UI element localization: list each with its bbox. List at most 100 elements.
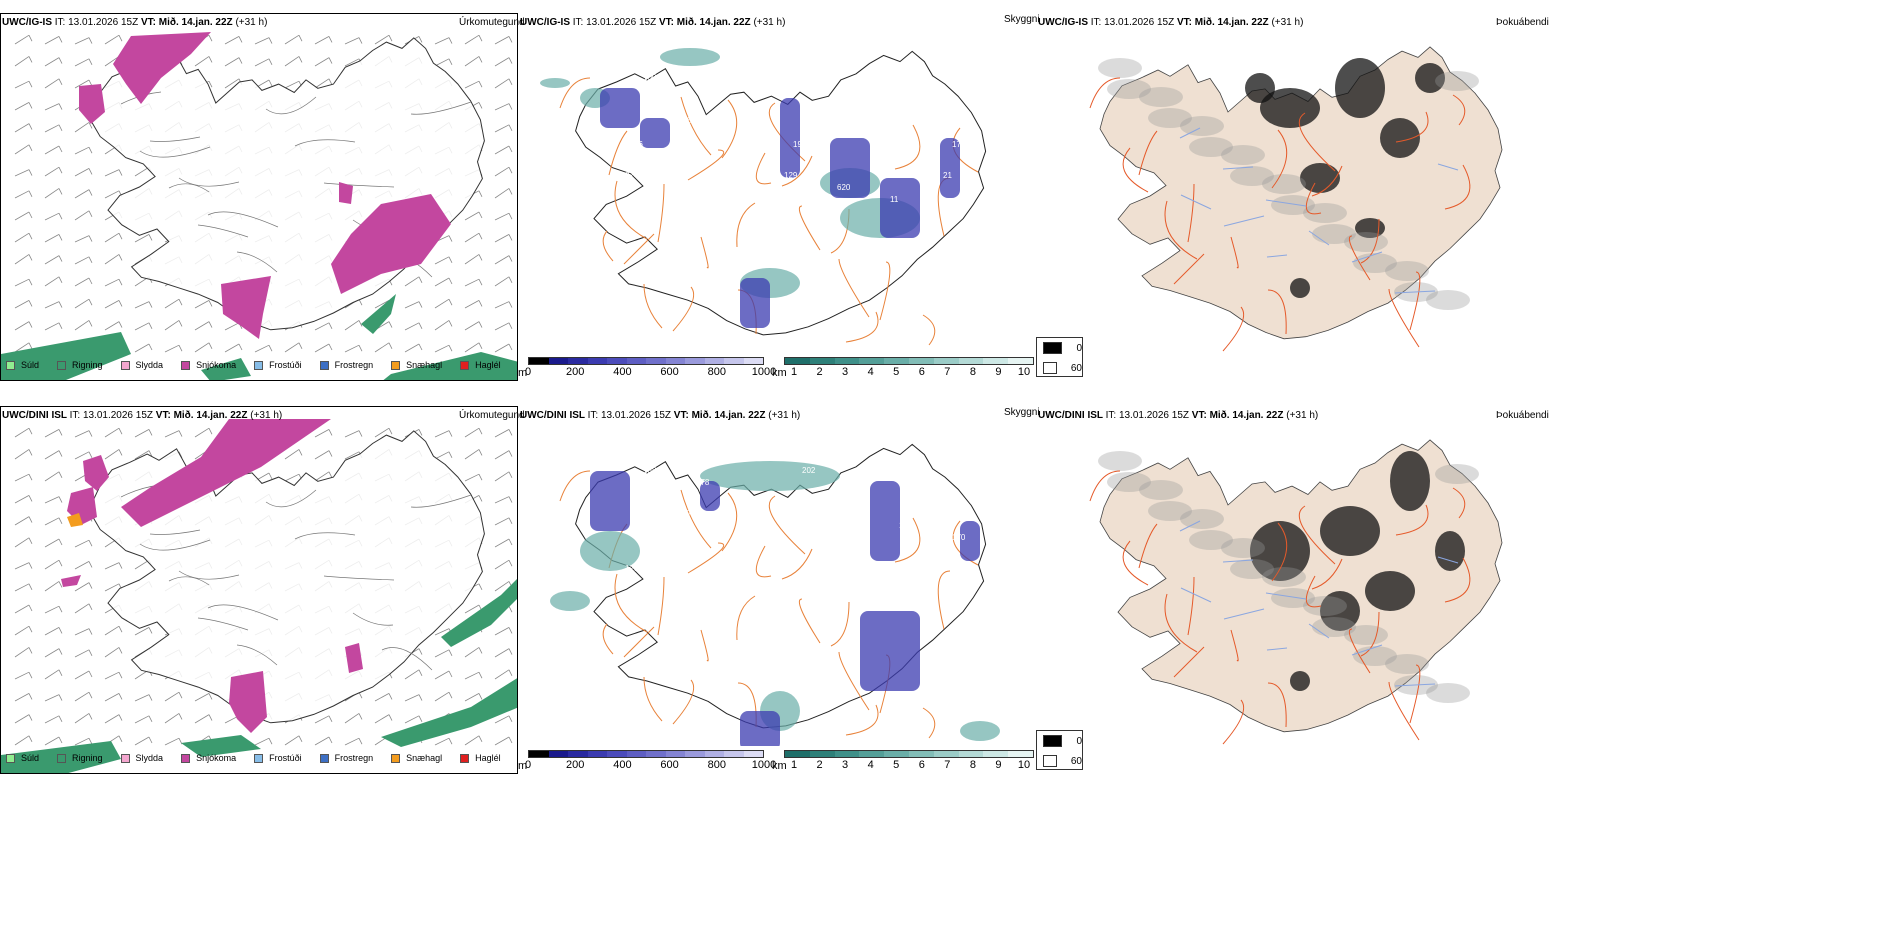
road-line xyxy=(838,258,870,318)
ceiling-swatch xyxy=(587,751,607,757)
road-line xyxy=(1305,182,1322,215)
precip-area xyxy=(331,194,451,294)
road-line xyxy=(1230,629,1239,662)
ceiling-tick: 1000 xyxy=(751,366,777,378)
ceiling-area xyxy=(780,98,800,178)
road-line xyxy=(1122,540,1149,586)
visibility-tick: 8 xyxy=(969,759,976,771)
legend-item: Snæhagl xyxy=(391,753,442,763)
wind-barb xyxy=(104,254,123,265)
legend-item: Slydda xyxy=(120,360,163,370)
wind-barb xyxy=(314,450,333,460)
road-line xyxy=(643,283,663,329)
river-line xyxy=(1266,647,1288,651)
wind-barb xyxy=(44,429,63,438)
fog-area xyxy=(1355,218,1385,238)
wind-barb xyxy=(44,166,63,177)
visibility-tick: 4 xyxy=(867,366,874,378)
visibility-swatch xyxy=(884,751,909,757)
fog-shade xyxy=(1189,137,1233,157)
fog-area xyxy=(1390,451,1430,511)
road-line xyxy=(1298,112,1336,172)
station-value: 170 xyxy=(952,533,966,542)
legend-swatch xyxy=(6,753,15,763)
river-line xyxy=(1308,230,1330,246)
wind-barb xyxy=(74,430,93,438)
wind-barb xyxy=(74,37,93,45)
wind-barb xyxy=(194,300,213,309)
wind-barb xyxy=(494,255,513,265)
road-line xyxy=(352,612,394,626)
wind-barb xyxy=(74,649,93,658)
visibility-swatch xyxy=(908,358,934,364)
road-line xyxy=(623,626,655,658)
wind-barb xyxy=(494,669,513,680)
fog-legend-item: 0 xyxy=(1037,731,1082,751)
wind-barb xyxy=(74,691,93,702)
fog-area xyxy=(1365,571,1415,611)
ceiling-unit: m xyxy=(518,760,528,772)
valid-time-label: VT: xyxy=(673,410,692,421)
ceiling-tick: 200 xyxy=(566,759,585,771)
wind-barb xyxy=(134,450,153,460)
init-time: 13.01.2026 15Z xyxy=(586,17,659,28)
road-line xyxy=(838,651,870,711)
visibility-tick: 9 xyxy=(995,759,1002,771)
river-line xyxy=(1179,520,1201,532)
fog-shade xyxy=(1221,145,1265,165)
fog-area xyxy=(1245,73,1275,103)
road-line xyxy=(721,492,738,552)
road-line xyxy=(1395,504,1429,536)
road-line xyxy=(845,704,879,736)
wind-barb xyxy=(14,449,33,460)
wind-barb xyxy=(404,694,423,702)
fog-legend: 0 60 xyxy=(1036,730,1083,770)
road-line xyxy=(559,470,591,502)
visibility-swatch xyxy=(908,751,934,757)
ceiling-unit: m xyxy=(518,367,528,379)
road-line xyxy=(410,101,472,115)
wind-barb xyxy=(14,714,33,724)
legend-swatch xyxy=(254,360,264,370)
visibility-tick: 4 xyxy=(867,759,874,771)
ceiling-swatch xyxy=(743,751,763,757)
visibility-swatch xyxy=(933,358,959,364)
forecast-row: UWC/DINI ISL IT: 13.01.2026 15Z VT: Mið.… xyxy=(0,393,1900,783)
wind-barb xyxy=(404,276,423,287)
wind-barb xyxy=(74,189,93,199)
road-line xyxy=(602,623,614,655)
wind-barb xyxy=(374,342,393,353)
wind-barb xyxy=(74,298,93,309)
road-line xyxy=(207,211,279,228)
precip-area xyxy=(113,32,211,104)
ceiling-swatch xyxy=(607,751,627,757)
wind-barb xyxy=(434,256,453,265)
road-line xyxy=(1311,558,1343,590)
wind-barb xyxy=(14,278,33,287)
wind-barb xyxy=(494,715,513,724)
iceland-outline xyxy=(575,50,987,336)
wind-barb xyxy=(14,34,33,45)
river-line xyxy=(1351,644,1383,656)
road-line xyxy=(1388,681,1420,741)
road-line xyxy=(879,261,891,321)
road-line xyxy=(1187,183,1195,243)
fog-shade xyxy=(1303,596,1347,616)
wind-barb xyxy=(104,169,123,177)
visibility-tick: 5 xyxy=(893,759,900,771)
ceiling-tick: 1000 xyxy=(751,759,777,771)
ceiling-swatch xyxy=(548,751,568,757)
ceiling-tick: 800 xyxy=(707,366,726,378)
wind-barb xyxy=(254,58,273,67)
road-line xyxy=(830,601,850,647)
init-time-label: IT: xyxy=(54,17,69,28)
visibility-tick: 10 xyxy=(1017,366,1031,378)
wind-barb xyxy=(14,232,33,243)
wind-barb xyxy=(14,80,33,89)
ceiling-swatch xyxy=(529,358,549,364)
wind-barb xyxy=(14,647,33,658)
road-line xyxy=(1305,575,1322,608)
legend-swatch xyxy=(6,360,15,370)
road-line xyxy=(168,183,210,193)
station-value: 83 xyxy=(696,85,705,94)
